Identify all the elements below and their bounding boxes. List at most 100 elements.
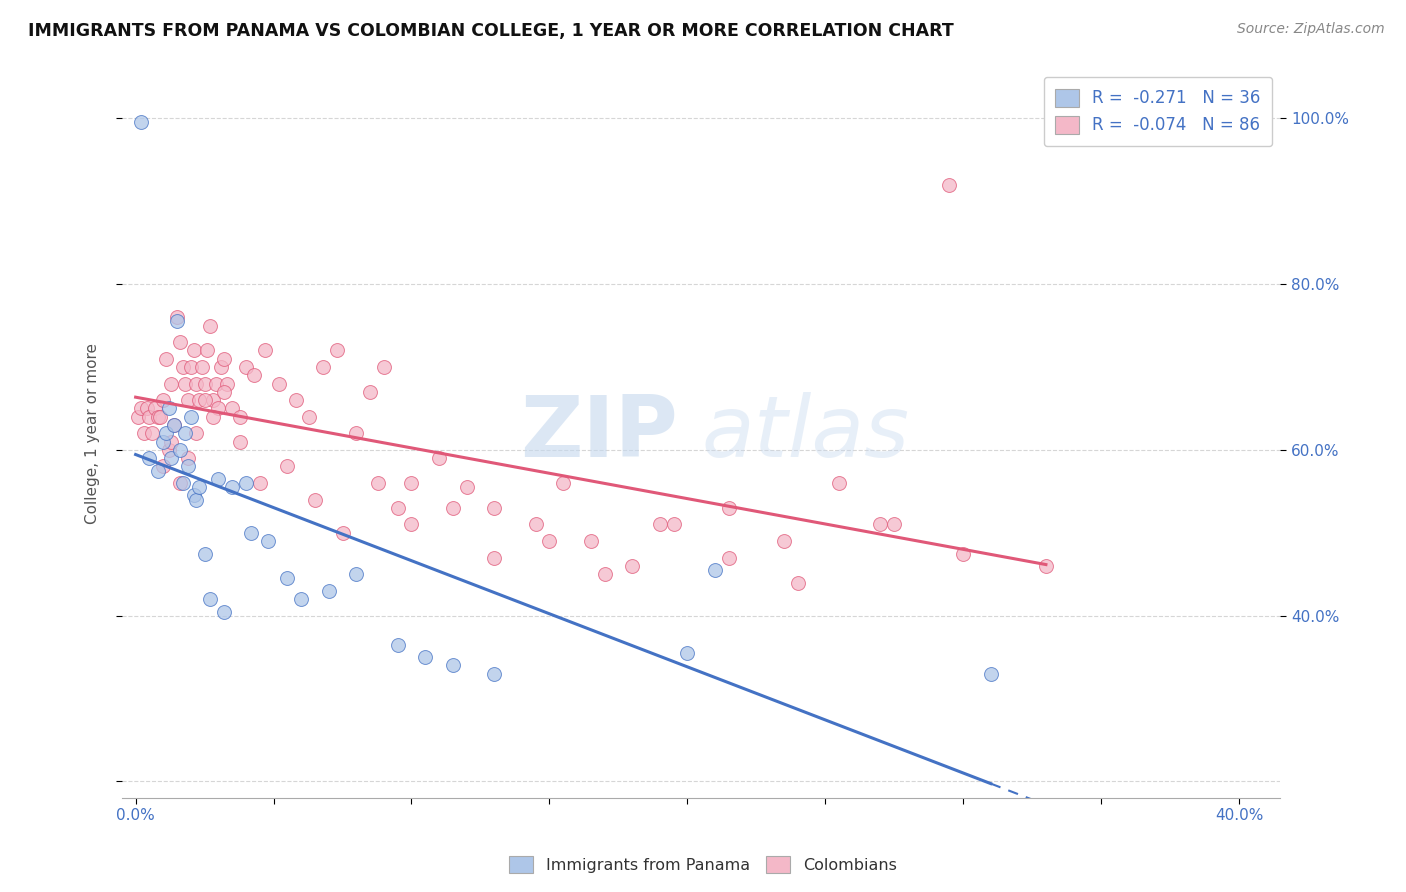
Point [152, 434, 174, 449]
Point [773, 534, 796, 549]
Point [183, 343, 205, 358]
Point [553, 476, 575, 491]
Point [146, 409, 169, 424]
Point [160, 451, 183, 466]
Point [257, 534, 280, 549]
Point [786, 575, 808, 590]
Point [401, 517, 423, 532]
Point [387, 638, 409, 652]
Point [129, 115, 152, 129]
Point [441, 658, 464, 673]
Point [413, 650, 436, 665]
Point [883, 517, 905, 532]
Point [717, 500, 740, 515]
Point [249, 476, 271, 491]
Point [198, 592, 221, 607]
Point [194, 393, 217, 408]
Point [183, 488, 205, 502]
Point [186, 426, 208, 441]
Point [952, 547, 974, 561]
Point [209, 359, 232, 374]
Point [717, 550, 740, 565]
Point [132, 426, 155, 441]
Text: atlas: atlas [702, 392, 910, 475]
Text: ZIP: ZIP [520, 392, 678, 475]
Point [215, 376, 238, 391]
Point [318, 583, 340, 598]
Point [229, 409, 252, 424]
Point [304, 492, 326, 507]
Point [703, 563, 725, 577]
Point [198, 318, 221, 333]
Point [387, 500, 409, 515]
Point [484, 550, 506, 565]
Point [169, 335, 191, 350]
Point [869, 517, 891, 532]
Point [169, 476, 191, 491]
Point [524, 517, 547, 532]
Point [648, 517, 671, 532]
Point [593, 567, 616, 582]
Point [177, 451, 200, 466]
Legend: Immigrants from Panama, Colombians: Immigrants from Panama, Colombians [503, 849, 903, 880]
Point [201, 393, 224, 408]
Point [149, 409, 172, 424]
Point [332, 525, 354, 540]
Point [267, 376, 290, 391]
Point [152, 459, 174, 474]
Point [169, 442, 191, 457]
Point [326, 343, 349, 358]
Point [938, 178, 960, 192]
Point [373, 359, 395, 374]
Point [621, 558, 644, 573]
Point [172, 359, 194, 374]
Point [201, 409, 224, 424]
Point [207, 472, 229, 486]
Point [160, 434, 183, 449]
Point [276, 571, 298, 585]
Point [195, 343, 218, 358]
Point [312, 359, 335, 374]
Point [221, 401, 243, 416]
Point [212, 351, 235, 366]
Point [174, 426, 197, 441]
Text: Source: ZipAtlas.com: Source: ZipAtlas.com [1237, 22, 1385, 37]
Point [298, 409, 321, 424]
Point [166, 310, 188, 325]
Point [344, 426, 367, 441]
Text: IMMIGRANTS FROM PANAMA VS COLOMBIAN COLLEGE, 1 YEAR OR MORE CORRELATION CHART: IMMIGRANTS FROM PANAMA VS COLOMBIAN COLL… [28, 22, 953, 40]
Point [359, 384, 381, 399]
Point [172, 476, 194, 491]
Point [138, 451, 160, 466]
Point [276, 459, 298, 474]
Point [427, 451, 450, 466]
Point [180, 409, 202, 424]
Point [235, 359, 257, 374]
Point [163, 417, 186, 432]
Point [163, 417, 186, 432]
Point [186, 492, 208, 507]
Point [188, 480, 211, 494]
Point [194, 376, 217, 391]
Point [235, 476, 257, 491]
Point [146, 464, 169, 478]
Point [367, 476, 389, 491]
Point [484, 500, 506, 515]
Point [174, 376, 197, 391]
Point [160, 376, 183, 391]
Point [344, 567, 367, 582]
Point [441, 500, 464, 515]
Point [207, 401, 229, 416]
Point [155, 351, 177, 366]
Point [240, 525, 263, 540]
Point [135, 401, 157, 416]
Point [212, 605, 235, 619]
Point [191, 359, 214, 374]
Point [138, 409, 160, 424]
Point [284, 393, 307, 408]
Point [188, 393, 211, 408]
Point [484, 666, 506, 681]
Point [1035, 558, 1057, 573]
Y-axis label: College, 1 year or more: College, 1 year or more [86, 343, 100, 524]
Point [456, 480, 478, 494]
